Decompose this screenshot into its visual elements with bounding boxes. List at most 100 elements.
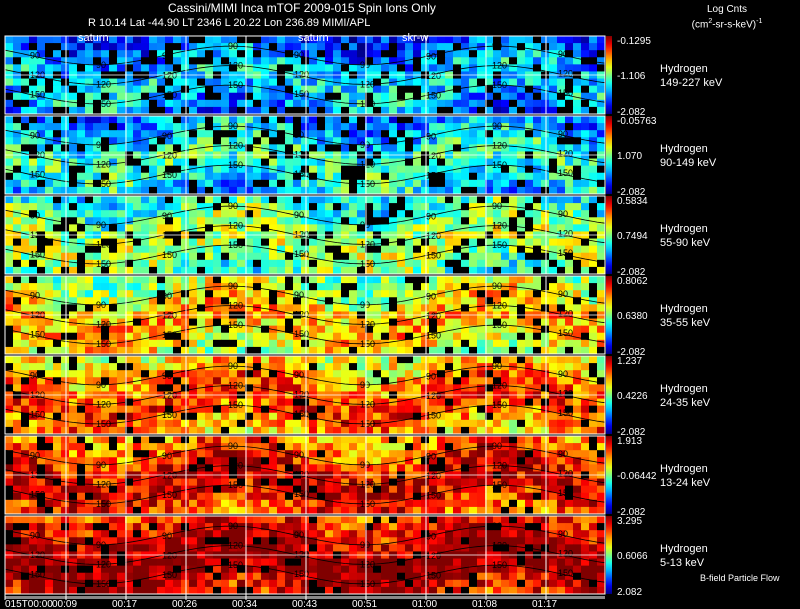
heatmap-cell xyxy=(589,266,598,275)
heatmap-cell xyxy=(45,36,54,44)
heatmap-cell xyxy=(117,276,126,284)
contour-label: 90 xyxy=(162,291,172,301)
heatmap-cell xyxy=(341,464,350,472)
heatmap-cell xyxy=(517,485,526,494)
heatmap-cell xyxy=(237,426,246,435)
heatmap-cell xyxy=(349,196,358,204)
heatmap-cell xyxy=(469,203,478,211)
heatmap-cell xyxy=(333,217,342,225)
heatmap-cell xyxy=(21,92,30,101)
heatmap-cell xyxy=(269,457,278,465)
heatmap-cell xyxy=(189,245,198,254)
heatmap-cell xyxy=(149,356,158,364)
heatmap-cell xyxy=(333,283,342,291)
heatmap-cell xyxy=(229,346,238,355)
heatmap-cell xyxy=(397,276,406,284)
heatmap-cell xyxy=(141,283,150,291)
heatmap-cell xyxy=(333,304,342,312)
heatmap-cell xyxy=(533,259,542,268)
heatmap-cell xyxy=(453,43,462,51)
heatmap-cell xyxy=(325,92,334,101)
heatmap-cell xyxy=(93,457,102,465)
heatmap-cell xyxy=(37,130,46,138)
heatmap-cell xyxy=(565,36,574,44)
heatmap-cell xyxy=(309,172,318,181)
heatmap-cell xyxy=(477,64,486,72)
heatmap-cell xyxy=(133,318,142,327)
heatmap-cell xyxy=(357,158,366,167)
heatmap-cell xyxy=(501,50,510,58)
heatmap-cell xyxy=(85,457,94,465)
heatmap-cell xyxy=(77,196,86,204)
heatmap-cell xyxy=(181,283,190,291)
heatmap-cell xyxy=(117,210,126,218)
heatmap-cell xyxy=(101,450,110,458)
heatmap-cell xyxy=(445,384,454,392)
heatmap-cell xyxy=(301,457,310,465)
heatmap-cell xyxy=(325,36,334,44)
heatmap-cell xyxy=(397,398,406,407)
heatmap-cell xyxy=(13,116,22,124)
heatmap-cell xyxy=(173,210,182,218)
heatmap-cell xyxy=(549,144,558,152)
heatmap-cell xyxy=(213,179,222,188)
heatmap-cell xyxy=(525,370,534,378)
heatmap-cell xyxy=(237,266,246,275)
heatmap-cell xyxy=(133,436,142,444)
heatmap-cell xyxy=(549,85,558,94)
heatmap-cell xyxy=(317,85,326,94)
heatmap-cell xyxy=(461,419,470,428)
heatmap-cell xyxy=(437,252,446,261)
heatmap-cell xyxy=(365,457,374,465)
heatmap-cell xyxy=(309,332,318,341)
heatmap-cell xyxy=(341,106,350,115)
heatmap-cell xyxy=(421,210,430,218)
heatmap-cell xyxy=(341,290,350,298)
heatmap-cell xyxy=(461,43,470,51)
heatmap-cell xyxy=(485,332,494,341)
heatmap-cell xyxy=(277,186,286,195)
heatmap-cell xyxy=(413,165,422,174)
heatmap-cell xyxy=(293,130,302,138)
heatmap-cell xyxy=(485,290,494,298)
heatmap-cell xyxy=(573,290,582,298)
heatmap-cell xyxy=(325,363,334,371)
heatmap-cell xyxy=(405,412,414,421)
heatmap-cell xyxy=(189,116,198,124)
panel-5: 9090909090909090901201201201201201201201… xyxy=(4,435,711,518)
heatmap-cell xyxy=(469,485,478,494)
heatmap-cell xyxy=(21,179,30,188)
heatmap-cell xyxy=(301,179,310,188)
heatmap-cell xyxy=(5,457,14,465)
heatmap-cell xyxy=(125,50,134,58)
heatmap-cell xyxy=(357,64,366,72)
heatmap-cell xyxy=(293,210,302,218)
heatmap-cell xyxy=(125,478,134,487)
heatmap-cell xyxy=(253,398,262,407)
heatmap-cell xyxy=(61,179,70,188)
heatmap-cell xyxy=(69,172,78,181)
heatmap-cell xyxy=(437,106,446,115)
heatmap-cell xyxy=(5,144,14,152)
heatmap-cell xyxy=(581,137,590,145)
heatmap-cell xyxy=(21,50,30,58)
heatmap-cell xyxy=(493,332,502,341)
heatmap-cell xyxy=(157,224,166,232)
heatmap-cell xyxy=(189,443,198,451)
heatmap-cell xyxy=(37,339,46,348)
heatmap-cell xyxy=(229,99,238,108)
heatmap-cell xyxy=(429,485,438,494)
heatmap-cell xyxy=(445,283,454,291)
heatmap-cell xyxy=(325,210,334,218)
heatmap-cell xyxy=(317,346,326,355)
heatmap-cell xyxy=(453,436,462,444)
heatmap-cell xyxy=(509,165,518,174)
heatmap-cell xyxy=(317,172,326,181)
heatmap-cell xyxy=(301,64,310,72)
colorbar-units: (cm2-sr-s-keV)-1 xyxy=(691,18,763,31)
heatmap-cell xyxy=(573,377,582,385)
heatmap-cell xyxy=(117,457,126,465)
heatmap-cell xyxy=(5,245,14,254)
heatmap-cell xyxy=(13,217,22,225)
heatmap-cell xyxy=(421,377,430,385)
